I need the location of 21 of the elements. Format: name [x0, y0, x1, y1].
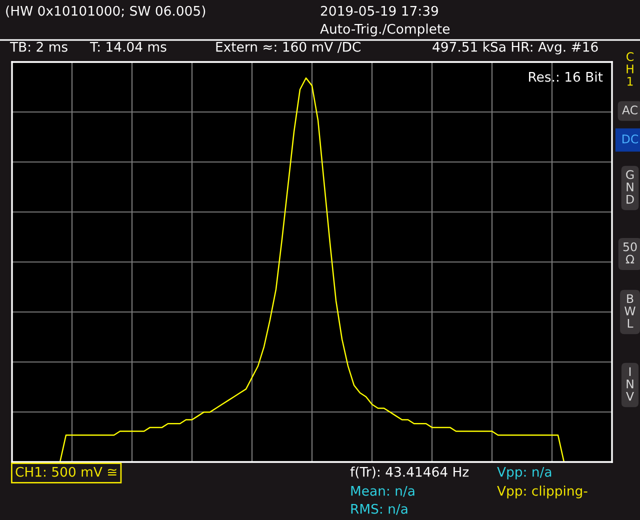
text: GND — [626, 170, 634, 204]
text: CH1: 500 mV ≅ — [16, 466, 116, 477]
text: Vpp: clipping- — [497, 486, 588, 498]
annotation: Res.: 16 Bit — [529, 72, 603, 82]
text: 2019-05-19 17:39 — [320, 6, 438, 16]
text: 50 Ω — [623, 242, 637, 264]
text: DC — [622, 134, 638, 144]
text: (HW 0x10101000; SW 06.005) — [6, 6, 206, 18]
text: 497.51 kSa HR: Avg. #16 — [432, 42, 598, 54]
text: Vpp: n/a — [497, 467, 552, 480]
text: RMS: n/a — [351, 504, 408, 515]
text: AC — [622, 105, 638, 114]
text: INV — [626, 367, 634, 401]
text: Auto-Trig./Complete — [320, 24, 450, 36]
text: CH1 — [626, 52, 634, 86]
text: T: 14.04 ms — [90, 42, 166, 52]
text: f(Tr): 43.41464 Hz — [350, 466, 469, 478]
text: Mean: n/a — [351, 486, 414, 497]
text: BWL — [624, 294, 636, 328]
text: Extern ≈: 160 mV /DC — [216, 42, 360, 53]
text: TB: 2 ms — [10, 42, 68, 52]
